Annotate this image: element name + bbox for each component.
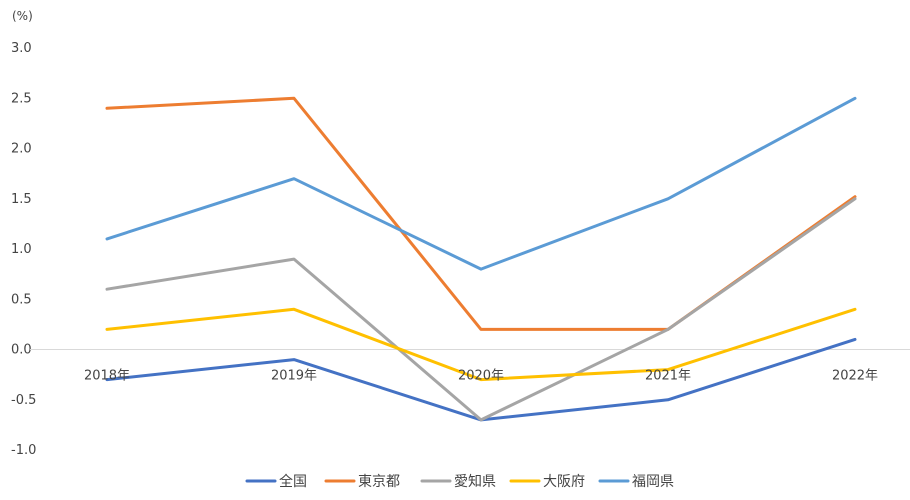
x-tick-label: 2020年: [458, 369, 504, 384]
series-lines: [105, 96, 857, 422]
y-tick-label: 2.5: [11, 91, 32, 106]
x-tick-label: 2022年: [832, 369, 878, 384]
y-tick-label: -0.5: [11, 393, 36, 408]
y-tick-label: 0.5: [11, 292, 32, 307]
y-axis-tick-labels: 3.0 2.5 2.0 1.5 1.0 0.5 0.0 -0.5 -1.0: [11, 41, 36, 458]
series-line: [105, 96, 857, 271]
y-axis-unit-label: (%): [12, 9, 33, 23]
legend-label: 愛知県: [454, 473, 496, 490]
x-tick-label: 2021年: [645, 369, 691, 384]
legend-label: 全国: [279, 473, 307, 490]
y-tick-label: -1.0: [11, 443, 36, 458]
y-tick-label: 2.0: [11, 142, 32, 157]
x-tick-label: 2019年: [271, 369, 317, 384]
y-tick-label: 1.0: [11, 242, 32, 257]
series-line: [105, 307, 857, 382]
y-tick-label: 1.5: [11, 192, 32, 207]
legend-label: 東京都: [358, 474, 400, 490]
series-line: [105, 197, 857, 422]
legend-label: 大阪府: [543, 474, 585, 490]
legend-label: 福岡県: [632, 474, 674, 490]
x-tick-label: 2018年: [84, 369, 130, 384]
x-axis-tick-labels: 2018年 2019年 2020年 2021年 2022年: [84, 369, 878, 384]
y-tick-label: 3.0: [11, 41, 32, 56]
y-tick-label: 0.0: [11, 343, 32, 358]
legend: 全国 東京都 愛知県 大阪府 福岡県: [245, 473, 674, 490]
series-line: [105, 96, 857, 331]
